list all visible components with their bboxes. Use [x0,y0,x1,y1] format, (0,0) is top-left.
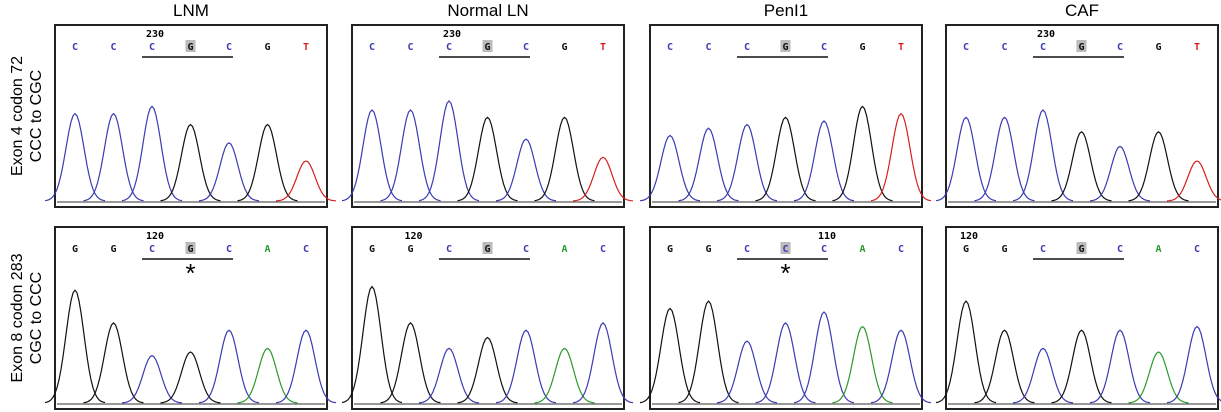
base-position: 110 [818,231,836,242]
base-call: C [226,244,232,255]
figure: LNM Normal LN PenI1 CAF Exon 4 codon 72CCC t… [0,0,1221,412]
base-call: C [744,244,750,255]
row-label: Exon 4 codon 72 [9,56,26,176]
base-call: A [1155,244,1161,255]
mutation-marker: * [780,258,790,288]
base-call: C [446,42,452,53]
base-call: G [667,244,673,255]
base-call: T [898,42,904,53]
base-call: C [898,244,904,255]
base-call: G [859,42,865,53]
base-call: G [705,244,711,255]
base-call: C [407,42,413,53]
base-call: G [187,244,193,255]
base-call: C [1194,244,1200,255]
column-header: PenI1 [764,1,808,20]
base-call: C [1040,42,1046,53]
base-call: C [1001,42,1007,53]
base-call: C [226,42,232,53]
base-position: 120 [960,231,978,242]
base-call: C [963,42,969,53]
base-call: C [744,42,750,53]
base-call: G [264,42,270,53]
column-header: LNM [173,1,209,20]
base-call: G [187,42,193,53]
base-call: G [561,42,567,53]
base-call: A [264,244,270,255]
base-call: C [149,244,155,255]
base-call: C [110,42,116,53]
base-call: C [782,244,788,255]
base-call: A [561,244,567,255]
base-call: G [1001,244,1007,255]
base-call: G [1078,42,1084,53]
base-call: T [303,42,309,53]
base-call: G [782,42,788,53]
base-call: G [484,244,490,255]
base-call: C [600,244,606,255]
base-position: 230 [443,29,461,40]
base-call: C [821,244,827,255]
base-call: C [1040,244,1046,255]
base-call: G [963,244,969,255]
row-label: CCC to CGC [28,70,45,162]
base-call: T [600,42,606,53]
column-header: CAF [1065,1,1099,20]
base-call: T [1194,42,1200,53]
base-call: C [523,42,529,53]
base-call: C [523,244,529,255]
base-call: G [1155,42,1161,53]
base-call: G [369,244,375,255]
base-call: C [667,42,673,53]
base-call: C [446,244,452,255]
column-header: Normal LN [447,1,528,20]
base-position: 230 [1037,29,1055,40]
base-call: G [407,244,413,255]
base-call: C [303,244,309,255]
base-call: C [1117,42,1123,53]
base-call: A [859,244,865,255]
base-position: 120 [405,231,423,242]
mutation-marker: * [185,258,195,288]
row-label: Exon 8 codon 283 [9,253,26,382]
base-call: G [484,42,490,53]
base-call: G [110,244,116,255]
base-call: G [1078,244,1084,255]
base-call: C [149,42,155,53]
base-call: C [369,42,375,53]
row-label: CGC to CCC [28,272,45,364]
base-call: C [72,42,78,53]
base-position: 120 [146,231,164,242]
base-call: G [72,244,78,255]
base-call: C [821,42,827,53]
base-position: 230 [146,29,164,40]
base-call: C [1117,244,1123,255]
base-call: C [705,42,711,53]
